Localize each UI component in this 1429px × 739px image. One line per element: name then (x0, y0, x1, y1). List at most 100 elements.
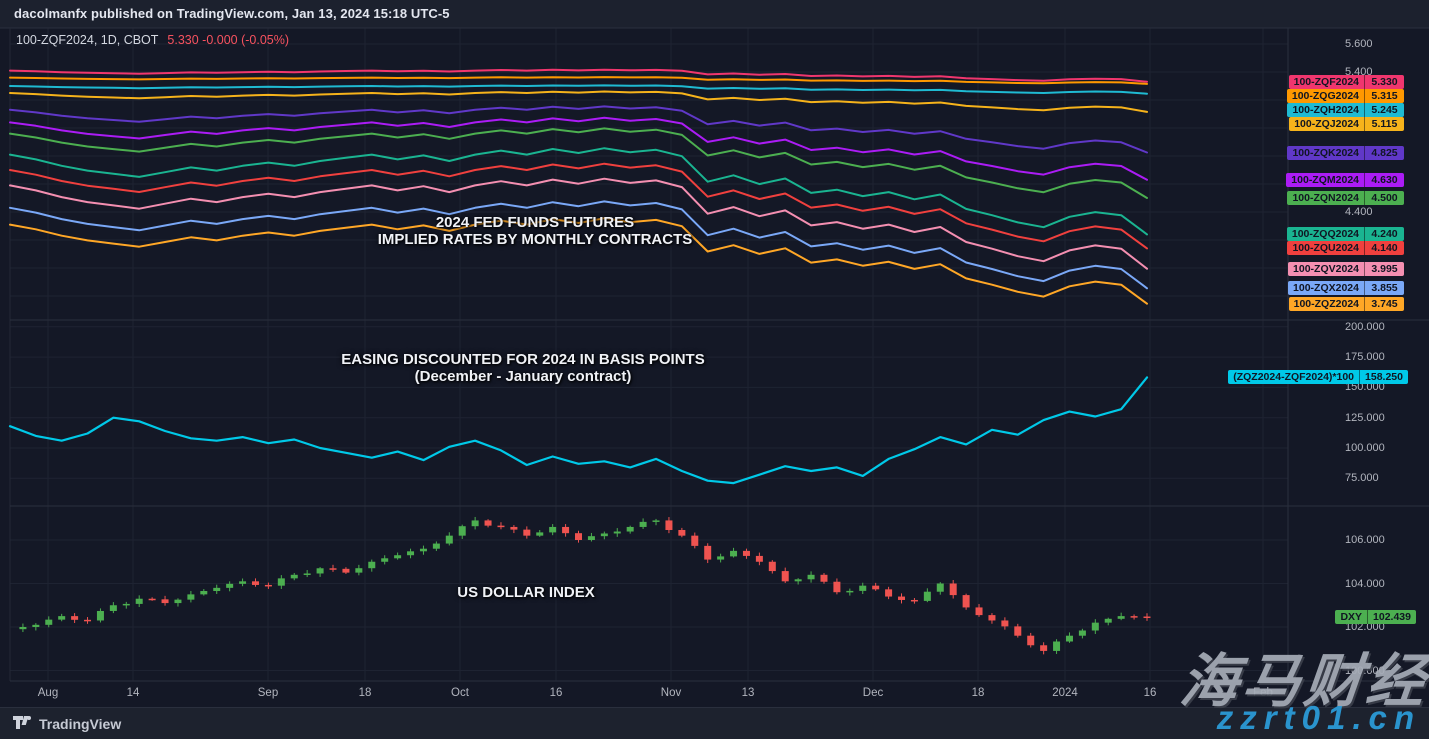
candle-body[interactable] (122, 603, 130, 606)
candle-body[interactable] (562, 526, 570, 534)
candle-body[interactable] (71, 616, 79, 620)
candle-body[interactable] (1001, 620, 1009, 627)
candle-body[interactable] (910, 599, 918, 602)
candle-body[interactable] (730, 550, 738, 557)
candle-body[interactable] (135, 598, 143, 604)
futures-line-100-ZQF2024[interactable] (9, 68, 1148, 83)
candle-body[interactable] (355, 568, 363, 573)
candle-body[interactable] (381, 558, 389, 562)
candle-body[interactable] (678, 529, 686, 536)
candle-body[interactable] (549, 526, 557, 533)
candle-body[interactable] (213, 587, 221, 592)
candle-body[interactable] (84, 619, 92, 622)
candle-body[interactable] (290, 574, 298, 579)
candle-body[interactable] (639, 521, 647, 527)
candle-body[interactable] (148, 598, 156, 601)
candle-body[interactable] (226, 583, 234, 588)
candle-body[interactable] (781, 571, 789, 582)
tradingview-logo[interactable] (13, 715, 32, 732)
candle-body[interactable] (45, 619, 53, 625)
candle-body[interactable] (96, 610, 104, 621)
candle-body[interactable] (32, 624, 40, 627)
candle-body[interactable] (575, 533, 582, 540)
candle-body[interactable] (187, 594, 195, 600)
candle-body[interactable] (407, 551, 415, 556)
candle-body[interactable] (1065, 635, 1073, 642)
price-badge-100-ZQU2024[interactable]: 100-ZQU2024 4.140 (1287, 241, 1404, 256)
candle-body[interactable] (277, 578, 285, 586)
futures-line-100-ZQU2024[interactable] (9, 162, 1148, 250)
candle-body[interactable] (1040, 645, 1048, 651)
price-badge-(ZQZ2024-ZQF2024)*100[interactable]: (ZQZ2024-ZQF2024)*100 158.250 (1228, 370, 1408, 385)
candle-body[interactable] (419, 548, 427, 552)
candle-body[interactable] (432, 543, 440, 549)
candle-body[interactable] (1078, 630, 1086, 636)
tradingview-brand-text[interactable]: TradingView (39, 715, 122, 732)
candle-body[interactable] (1143, 616, 1151, 619)
price-badge-100-ZQV2024[interactable]: 100-ZQV2024 3.995 (1288, 261, 1404, 276)
candle-body[interactable] (652, 520, 660, 522)
futures-line-100-ZQN2024[interactable] (9, 127, 1148, 199)
candle-body[interactable] (962, 595, 970, 608)
price-badge-100-ZQH2024[interactable]: 100-ZQH2024 5.245 (1287, 102, 1404, 117)
futures-line-100-ZQX2024[interactable] (9, 200, 1148, 290)
candle-body[interactable] (1117, 616, 1125, 619)
candle-body[interactable] (988, 615, 996, 621)
candle-body[interactable] (949, 583, 957, 596)
futures-line-100-ZQG2024[interactable] (9, 76, 1148, 85)
candle-body[interactable] (833, 581, 841, 593)
candle-body[interactable] (846, 590, 854, 593)
candle-body[interactable] (768, 561, 776, 572)
price-badge-100-ZQZ2024[interactable]: 100-ZQZ2024 3.745 (1288, 296, 1404, 311)
candle-body[interactable] (613, 531, 621, 534)
candle-body[interactable] (717, 556, 725, 560)
candle-body[interactable] (342, 568, 350, 573)
candle-body[interactable] (523, 529, 531, 536)
futures-line-100-ZQV2024[interactable] (9, 177, 1148, 270)
easing-spread-line[interactable] (8, 376, 1149, 485)
candle-body[interactable] (1130, 616, 1138, 618)
candle-body[interactable] (174, 599, 182, 604)
futures-line-100-ZQH2024[interactable] (9, 84, 1148, 95)
candle-body[interactable] (264, 584, 272, 587)
candle-body[interactable] (445, 535, 453, 544)
futures-line-100-ZQQ2024[interactable] (9, 147, 1148, 236)
legend-symbol[interactable]: 100-ZQF2024, 1D, CBOT (16, 33, 159, 47)
candle-body[interactable] (794, 579, 802, 582)
candle-body[interactable] (484, 520, 492, 526)
candle-body[interactable] (975, 607, 983, 616)
candle-body[interactable] (497, 525, 505, 528)
futures-line-100-ZQK2024[interactable] (9, 105, 1148, 154)
candle-body[interactable] (19, 627, 27, 630)
price-badge-100-ZQF2024[interactable]: 100-ZQF2024 5.330 (1288, 74, 1404, 89)
candle-body[interactable] (536, 532, 544, 536)
futures-line-100-ZQM2024[interactable] (9, 116, 1148, 181)
candle-body[interactable] (200, 591, 208, 595)
price-badge-100-ZQQ2024[interactable]: 100-ZQQ2024 4.240 (1286, 227, 1404, 242)
candle-body[interactable] (109, 605, 117, 611)
candle-body[interactable] (936, 583, 944, 592)
price-badge-100-ZQG2024[interactable]: 100-ZQG2024 5.315 (1286, 88, 1404, 103)
candle-body[interactable] (58, 616, 66, 620)
candle-body[interactable] (368, 561, 376, 569)
candle-body[interactable] (807, 574, 815, 580)
candle-body[interactable] (1014, 626, 1022, 636)
candle-body[interactable] (859, 585, 867, 591)
candle-body[interactable] (329, 568, 337, 570)
candle-body[interactable] (1104, 618, 1112, 623)
candle-body[interactable] (251, 581, 259, 585)
candle-body[interactable] (923, 591, 931, 601)
candle-body[interactable] (898, 596, 906, 600)
candle-body[interactable] (600, 533, 608, 537)
candle-body[interactable] (665, 520, 673, 530)
candle-body[interactable] (1091, 622, 1099, 631)
candle-body[interactable] (239, 581, 247, 584)
candle-body[interactable] (303, 573, 311, 575)
price-badge-100-ZQK2024[interactable]: 100-ZQK2024 4.825 (1287, 145, 1404, 160)
chart-legend[interactable]: 100-ZQF2024, 1D, CBOT 5.330 -0.000 (-0.05… (16, 33, 289, 47)
candle-body[interactable] (1053, 641, 1061, 651)
candle-body[interactable] (316, 568, 324, 574)
candle-body[interactable] (691, 535, 699, 546)
candle-body[interactable] (704, 545, 712, 560)
